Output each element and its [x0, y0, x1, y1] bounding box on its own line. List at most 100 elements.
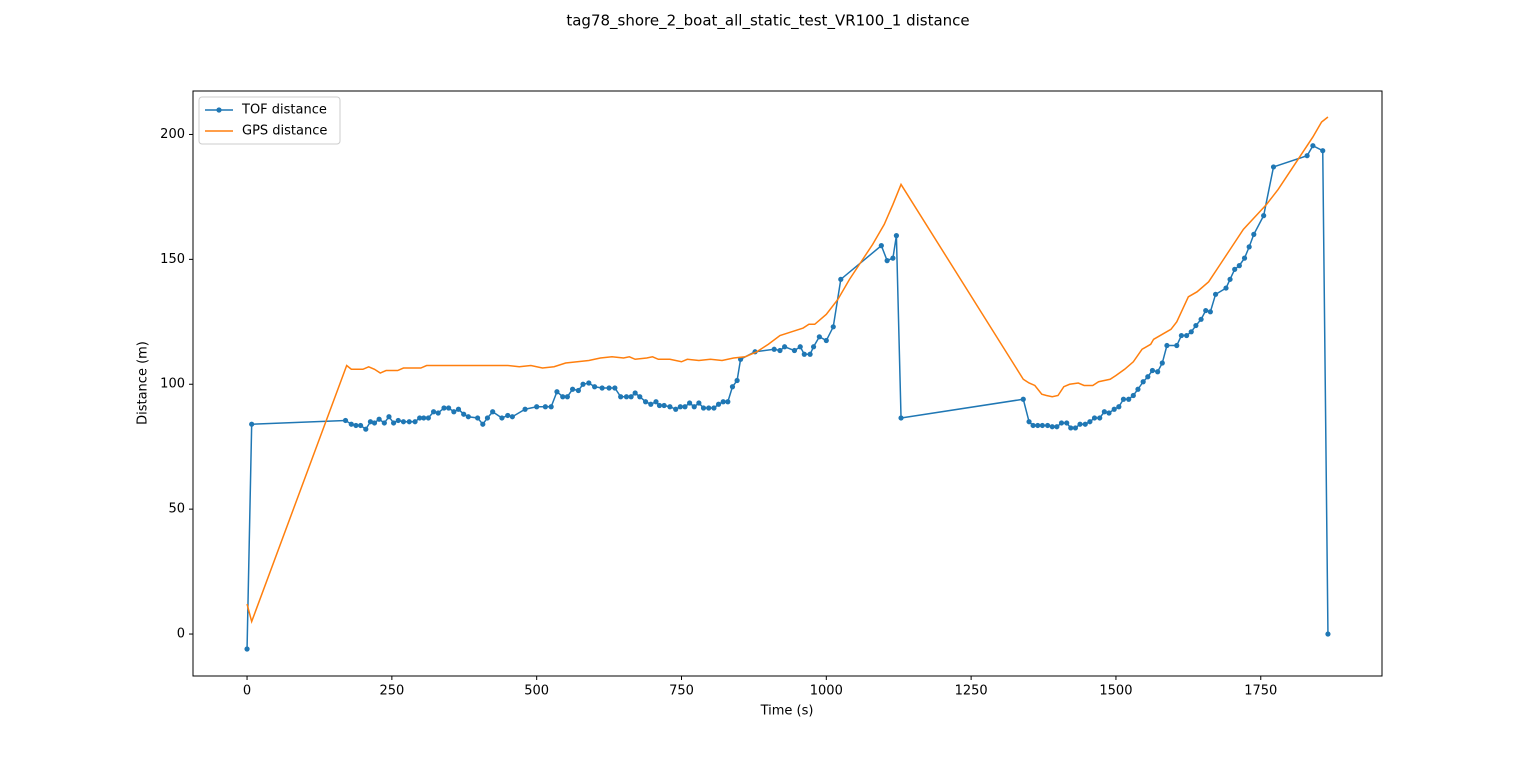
data-point	[1020, 396, 1026, 402]
chart-title: tag78_shore_2_boat_all_static_test_VR100…	[566, 12, 969, 31]
data-point	[637, 394, 643, 400]
data-point	[390, 420, 397, 426]
data-point	[548, 404, 554, 410]
data-point	[1091, 415, 1098, 421]
data-point	[801, 351, 807, 357]
data-point	[682, 404, 688, 410]
data-point	[696, 400, 702, 406]
data-point	[628, 394, 634, 400]
data-point	[575, 387, 581, 394]
data-point	[1044, 422, 1051, 429]
data-point	[661, 402, 667, 409]
data-point	[1106, 410, 1112, 416]
data-point	[1111, 406, 1117, 412]
data-point	[884, 258, 890, 264]
data-point	[810, 344, 817, 350]
legend-label: TOF distance	[241, 103, 327, 118]
data-point	[474, 415, 481, 421]
data-point	[249, 421, 255, 427]
data-point	[446, 405, 452, 411]
data-point	[412, 419, 418, 425]
data-point	[1082, 421, 1088, 427]
data-point	[1320, 148, 1326, 154]
y-tick-label: 0	[177, 627, 185, 642]
data-point	[465, 414, 471, 420]
data-point	[1130, 392, 1136, 399]
data-point	[612, 385, 618, 391]
data-point	[878, 243, 884, 249]
data-point	[592, 384, 598, 390]
data-point	[1159, 360, 1165, 366]
y-axis-label: Distance (m)	[136, 341, 151, 425]
data-point	[560, 394, 566, 400]
data-point	[1246, 244, 1252, 250]
data-point	[376, 416, 382, 422]
data-point	[642, 399, 649, 405]
data-point	[791, 347, 798, 354]
data-point	[632, 390, 638, 396]
data-point	[1035, 422, 1041, 429]
data-point	[490, 409, 496, 415]
data-point	[455, 406, 462, 412]
data-point	[367, 419, 374, 425]
data-point	[700, 405, 707, 411]
plot-frame	[192, 90, 1383, 677]
data-point	[435, 410, 441, 416]
data-point	[1064, 420, 1070, 426]
data-point	[830, 324, 836, 330]
data-point	[782, 344, 788, 350]
data-point	[569, 386, 576, 392]
data-point	[1087, 419, 1093, 425]
data-point	[1077, 421, 1083, 427]
data-point	[687, 400, 693, 406]
data-point	[1188, 329, 1194, 335]
x-tick-label: 500	[524, 684, 549, 699]
data-point	[1304, 153, 1310, 159]
data-line	[246, 144, 1329, 650]
data-point	[653, 399, 659, 405]
data-point	[691, 404, 697, 410]
data-point	[580, 381, 586, 387]
data-point	[1310, 143, 1316, 149]
data-line	[246, 116, 1329, 625]
data-point	[823, 337, 829, 344]
data-point	[890, 255, 896, 261]
data-point	[1145, 374, 1151, 380]
data-point	[425, 415, 431, 421]
data-point	[386, 414, 392, 420]
x-tick-label: 0	[243, 684, 251, 699]
data-point	[505, 412, 511, 419]
data-point	[1030, 422, 1036, 429]
data-point	[677, 404, 683, 410]
data-point	[667, 404, 673, 410]
data-point	[348, 421, 354, 427]
data-point	[484, 415, 491, 421]
y-tick-label: 200	[160, 127, 185, 142]
x-tick-label: 250	[379, 684, 404, 699]
y-tick-label: 100	[160, 377, 185, 392]
data-point	[1120, 396, 1127, 402]
x-tick-label: 1500	[1099, 684, 1132, 699]
data-point	[673, 406, 679, 412]
data-point	[534, 404, 540, 410]
data-point	[1184, 332, 1190, 339]
data-point	[499, 415, 505, 421]
data-point	[797, 344, 803, 350]
data-point	[586, 380, 592, 386]
data-point	[711, 405, 717, 411]
data-point	[715, 401, 722, 407]
legend-label: GPS distance	[242, 124, 327, 139]
data-point	[606, 385, 612, 391]
data-point	[656, 402, 663, 409]
data-point	[1261, 213, 1267, 219]
data-point	[618, 394, 624, 400]
data-point	[1049, 424, 1055, 430]
data-point	[1203, 307, 1209, 314]
data-point	[381, 420, 387, 426]
x-tick-label: 1000	[810, 684, 843, 699]
data-point	[1072, 425, 1078, 431]
data-point	[1155, 369, 1161, 375]
data-point	[1207, 309, 1213, 315]
data-point	[461, 411, 467, 417]
